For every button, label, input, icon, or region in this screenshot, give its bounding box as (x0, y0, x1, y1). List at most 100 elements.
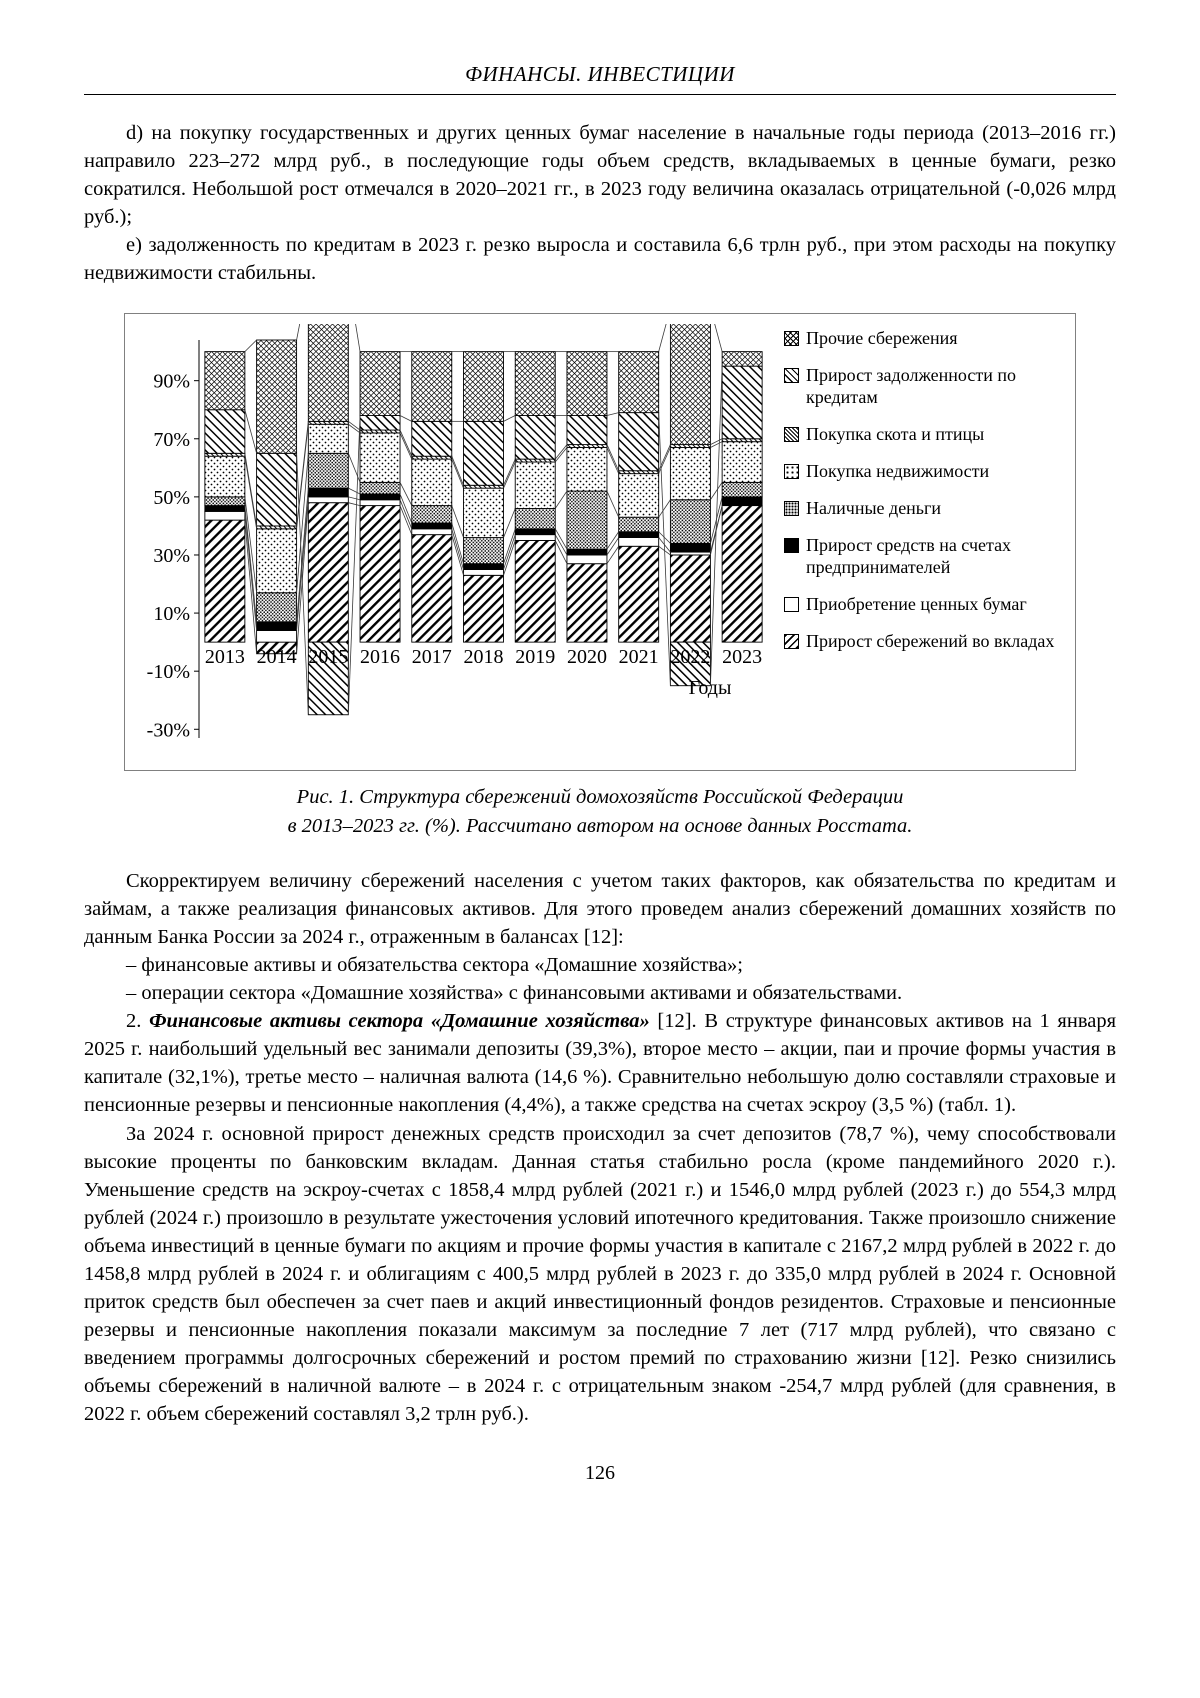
y-axis-tick-label: -10% (147, 662, 190, 684)
connector-line (244, 340, 257, 353)
connector-line (503, 529, 516, 565)
connector-line (355, 324, 361, 353)
x-axis-year-label: 2022 (670, 647, 710, 669)
legend-item: Прирост средств на счетах предпринимател… (784, 535, 1065, 579)
figure-1-chart: 90% 70% 50% 30% 10% -10% -30% 2013 2014 2015 2016 2… (124, 313, 1076, 772)
legend-marker-fwdhatch-icon (784, 634, 799, 650)
bar-segment (359, 351, 401, 417)
page-number: 126 (585, 1462, 615, 1485)
bar-segment (307, 488, 349, 498)
connector-line (451, 456, 464, 486)
connector-line (714, 324, 723, 353)
legend-label: Приобретение ценных бумаг (806, 594, 1027, 615)
bar-segment (411, 351, 453, 423)
bar-segment (669, 543, 711, 553)
bar-segment (463, 488, 504, 539)
connector-line (399, 430, 413, 457)
connector-line (348, 424, 361, 434)
y-axis-tick-label: 90% (153, 371, 190, 393)
connector-line (244, 453, 257, 527)
bar-segment (721, 505, 763, 644)
paragraph-number: 2. (126, 1010, 150, 1033)
bar-segment (359, 415, 401, 431)
connector-line (399, 415, 412, 423)
bar-segment (618, 351, 660, 414)
connector-line (554, 447, 568, 463)
bar-segment (618, 412, 660, 472)
bar-segment (307, 502, 349, 644)
connector-line (244, 511, 257, 632)
connector-line (296, 497, 309, 632)
connector-line (606, 412, 619, 417)
connector-line (658, 531, 671, 545)
legend-item: Наличные деньги (784, 498, 1065, 520)
legend-marker-densehatch-icon (784, 427, 799, 443)
legend-marker-white-icon (784, 597, 799, 613)
connector-line (710, 441, 723, 449)
bar-segment (618, 537, 660, 548)
legend-item: Прирост сбережений во вкладах (784, 631, 1065, 653)
connector-line (606, 537, 620, 556)
connector-line (451, 523, 464, 565)
connector-line (658, 413, 671, 687)
chart-legend: Прочие сбережения Прирост задолженности … (774, 324, 1069, 668)
bar-segment (669, 324, 711, 446)
connector-line (451, 535, 464, 576)
bar-segment (307, 424, 349, 455)
connector-line (658, 324, 667, 353)
connector-line (296, 421, 309, 527)
connector-line (554, 444, 568, 460)
bar-segment (514, 540, 556, 644)
connector-line (399, 433, 413, 460)
connector-line (399, 482, 413, 507)
x-axis-year-label: 2018 (464, 647, 504, 669)
x-axis-year-label: 2019 (515, 647, 555, 669)
connector-line (347, 415, 361, 716)
bar-segment (256, 340, 298, 455)
bar-segment (618, 531, 660, 539)
bar-segment (721, 496, 763, 507)
legend-item: Приобретение ценных бумаг (784, 594, 1065, 616)
connector-line (244, 506, 257, 623)
connector-line (710, 482, 723, 501)
connector-line (606, 447, 620, 475)
list-item-assets: – финансовые активы и обязательства сект… (126, 954, 743, 977)
legend-marker-solidblack-icon (784, 538, 799, 554)
connector-line (554, 540, 568, 565)
connector-line (244, 410, 257, 454)
paragraph-rest: [12]. В структуре финансовых активов на … (84, 1010, 1117, 1117)
connector-line (296, 453, 309, 594)
list-item-operations: – операции сектора «Домашние хозяйства» … (126, 982, 903, 1005)
bar-segment (256, 630, 298, 644)
connector-line (244, 497, 257, 594)
connector-line (503, 459, 516, 486)
paragraph-2024-details: За 2024 г. основной прирост денежных сре… (84, 1122, 1116, 1426)
y-axis-tick-label: 30% (153, 545, 190, 567)
connector-line (710, 438, 723, 446)
figure-caption-line1: Рис. 1. Структура сбережений домохозяйст… (296, 786, 904, 809)
bar-segment (566, 415, 608, 446)
connector-line (244, 456, 257, 530)
bar-segment (359, 505, 401, 644)
connector-line (658, 447, 671, 475)
bar-segment (669, 554, 711, 644)
connector-line (451, 529, 464, 571)
journal-section-header: ФИНАНСЫ. ИНВЕСТИЦИИ (84, 62, 1116, 95)
bar-segment (359, 493, 401, 501)
x-axis-year-label: 2013 (205, 647, 245, 669)
connector-line (503, 508, 516, 539)
bar-segment (204, 505, 246, 513)
paragraph-correction: Скорректируем величину сбережений населе… (84, 869, 1116, 948)
bar-segment (463, 563, 504, 571)
bar-segment (256, 592, 298, 623)
connector-line (710, 366, 723, 687)
connector-line (296, 324, 301, 341)
legend-marker-densedots-icon (784, 501, 799, 517)
bar-segment (204, 496, 246, 507)
legend-label: Покупка скота и птицы (806, 424, 985, 445)
bar-segment (307, 324, 349, 423)
connector-line (554, 491, 568, 510)
x-axis-title: Годы (689, 678, 732, 700)
bar-segment (566, 491, 608, 551)
bar-segment (514, 462, 556, 510)
